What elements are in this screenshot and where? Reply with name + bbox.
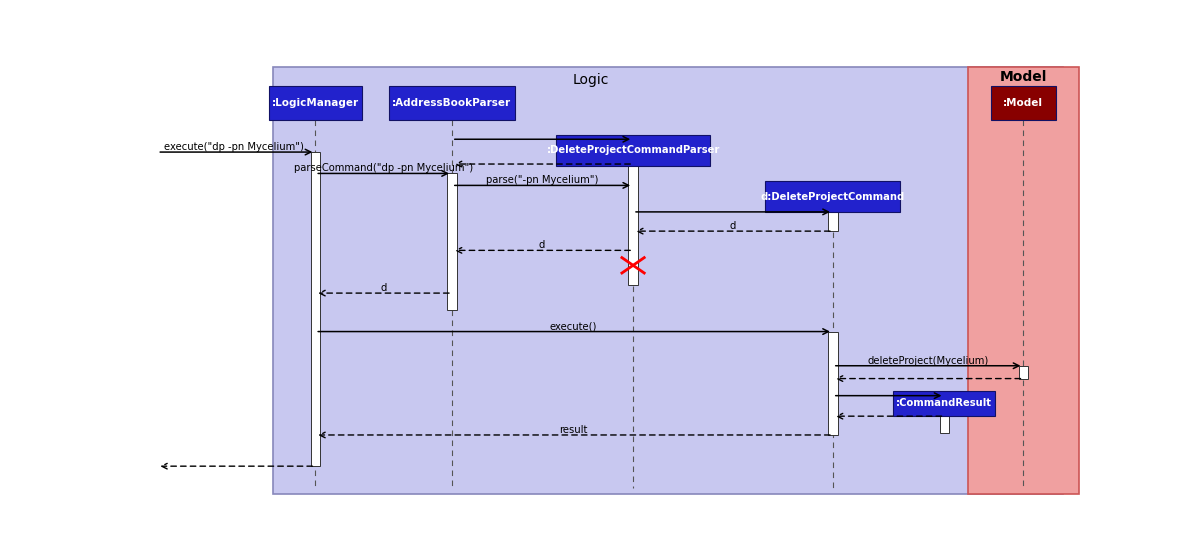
Bar xyxy=(1019,366,1028,379)
Bar xyxy=(390,86,514,120)
Text: d: d xyxy=(538,240,546,250)
Bar xyxy=(829,212,837,231)
Bar xyxy=(556,135,710,166)
Text: execute(): execute() xyxy=(550,321,597,331)
Bar xyxy=(269,86,362,120)
Text: Logic: Logic xyxy=(573,73,609,87)
Text: Model: Model xyxy=(1000,70,1047,84)
Text: d: d xyxy=(729,221,736,231)
Text: result: result xyxy=(560,425,588,435)
Bar xyxy=(940,416,950,433)
Text: d: d xyxy=(381,283,387,293)
Text: :LogicManager: :LogicManager xyxy=(272,98,359,108)
Bar xyxy=(968,67,1079,494)
Text: parse("-pn Mycelium"): parse("-pn Mycelium") xyxy=(486,175,598,185)
Text: :AddressBookParser: :AddressBookParser xyxy=(392,98,512,108)
Text: :CommandResult: :CommandResult xyxy=(897,398,993,408)
Bar xyxy=(990,86,1056,120)
Text: parseCommand("dp -pn Mycelium"): parseCommand("dp -pn Mycelium") xyxy=(295,163,474,173)
Bar xyxy=(765,181,900,212)
Bar xyxy=(447,173,457,310)
Text: d:DeleteProjectCommand: d:DeleteProjectCommand xyxy=(760,191,905,201)
Bar xyxy=(311,152,320,466)
Bar xyxy=(272,67,1064,494)
Bar xyxy=(893,391,995,416)
Bar xyxy=(628,166,638,285)
Bar xyxy=(829,331,837,435)
Text: execute("dp -pn Mycelium"): execute("dp -pn Mycelium") xyxy=(163,142,303,152)
Text: :DeleteProjectCommandParser: :DeleteProjectCommandParser xyxy=(547,145,719,155)
Text: :Model: :Model xyxy=(1004,98,1043,108)
Text: deleteProject(Mycelium): deleteProject(Mycelium) xyxy=(867,356,988,366)
